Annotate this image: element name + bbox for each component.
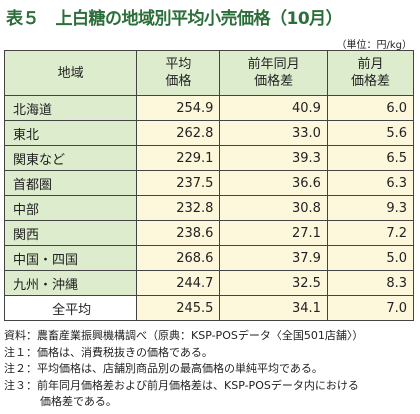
title: 表５ 上白糖の地域別平均小売価格（10月）: [6, 9, 343, 29]
unit: （単位：円/kg）: [336, 40, 412, 51]
table-row: 九州・沖縄 244.7 32.5 8.3: [3, 270, 415, 296]
value-cell: 262.8: [136, 120, 221, 146]
value-cell: 237.5: [136, 170, 221, 196]
value-cell: 254.9: [136, 95, 221, 121]
table-row: 中部 232.8 30.8 9.3: [3, 195, 415, 221]
note: 注１：価格は、消費税抜きの価格である。: [4, 345, 213, 359]
note: 注３：前年同月価格差および前月価格差は、KSP-POSデータ内における: [4, 378, 359, 392]
value-cell: 6.3: [326, 170, 415, 196]
table-row: 関東など 229.1 39.3 6.5: [3, 145, 415, 171]
region-cell: 関西: [3, 220, 138, 246]
value-cell: 34.1: [219, 295, 328, 321]
value-cell: 245.5: [136, 295, 221, 321]
column-header: 前年同月 価格差: [219, 50, 328, 96]
value-cell: 232.8: [136, 195, 221, 221]
column-header: 前月 価格差: [326, 50, 415, 96]
value-cell: 39.3: [219, 145, 328, 171]
header-row: 地域 平均 価格 前年同月 価格差 前月 価格差: [3, 50, 415, 96]
region-cell: 首都圏: [3, 170, 138, 196]
table-row: 中国・四国 268.6 37.9 5.0: [3, 245, 415, 271]
region-cell: 九州・沖縄: [3, 270, 138, 296]
value-cell: 7.2: [326, 220, 415, 246]
value-cell: 36.6: [219, 170, 328, 196]
region-cell: 北海道: [3, 95, 138, 121]
value-cell: 6.5: [326, 145, 415, 171]
region-cell: 全平均: [3, 295, 138, 321]
value-cell: 268.6: [136, 245, 221, 271]
note: 資料：農畜産業振興機構調べ（原典：KSP-POSデータ〈全国501店舗〉）: [4, 329, 364, 342]
value-cell: 33.0: [219, 120, 328, 146]
value-cell: 6.0: [326, 95, 415, 121]
value-cell: 5.0: [326, 245, 415, 271]
value-cell: 244.7: [136, 270, 221, 296]
price-table: 地域 平均 価格 前年同月 価格差 前月 価格差 北海道 254.9 40.9 6.0 東北 2…: [3, 50, 415, 321]
value-cell: 9.3: [326, 195, 415, 221]
column-header: 平均 価格: [136, 50, 221, 96]
value-cell: 32.5: [219, 270, 328, 296]
note: 注２：平均価格は、店舗別商品別の最高価格の単純平均である。: [4, 362, 323, 375]
region-cell: 関東など: [3, 145, 138, 171]
value-cell: 7.0: [326, 295, 415, 321]
value-cell: 37.9: [219, 245, 328, 271]
region-cell: 中部: [3, 195, 138, 221]
notes: 資料：農畜産業振興機構調べ（原典：KSP-POSデータ〈全国501店舗〉） 注１：…: [4, 328, 363, 411]
value-cell: 238.6: [136, 220, 221, 246]
value-cell: 27.1: [219, 220, 328, 246]
note: 価格差である。: [40, 395, 117, 408]
value-cell: 40.9: [219, 95, 328, 121]
region-cell: 東北: [3, 120, 138, 146]
value-cell: 30.8: [219, 195, 328, 221]
table-row: 首都圏 237.5 36.6 6.3: [3, 170, 415, 196]
region-cell: 中国・四国: [3, 245, 138, 271]
table-row: 全平均 245.5 34.1 7.0: [3, 295, 415, 321]
table-row: 東北 262.8 33.0 5.6: [3, 120, 415, 146]
table-row: 北海道 254.9 40.9 6.0: [3, 95, 415, 121]
column-header: 地域: [3, 50, 138, 96]
value-cell: 8.3: [326, 270, 415, 296]
value-cell: 229.1: [136, 145, 221, 171]
table-row: 関西 238.6 27.1 7.2: [3, 220, 415, 246]
value-cell: 5.6: [326, 120, 415, 146]
